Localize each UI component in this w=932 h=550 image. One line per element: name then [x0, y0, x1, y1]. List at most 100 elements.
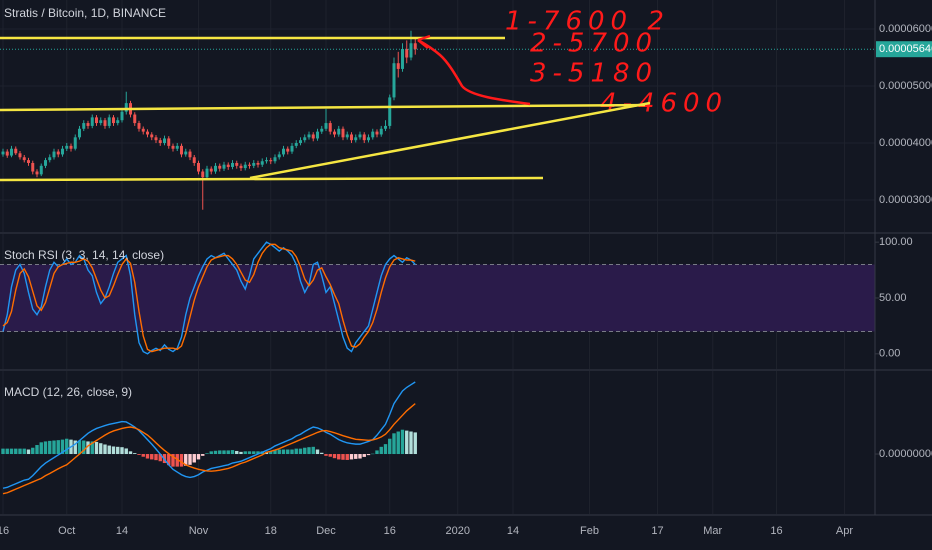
- candle-body: [354, 137, 358, 141]
- histogram-bar: [256, 451, 260, 455]
- candle-body: [158, 140, 162, 144]
- histogram-bar: [239, 451, 243, 455]
- mid-line: [0, 103, 646, 112]
- histogram-bar: [388, 438, 392, 455]
- histogram-bar: [337, 454, 341, 460]
- histogram-bar: [77, 440, 82, 455]
- candle-body: [120, 111, 124, 121]
- histogram-bar: [171, 454, 175, 467]
- indicator-line: [2, 243, 416, 353]
- candle-body: [243, 164, 247, 169]
- histogram-bar: [375, 450, 379, 455]
- candle-body: [188, 151, 192, 158]
- candle-body: [192, 157, 196, 163]
- x-tick-label: Nov: [189, 525, 209, 537]
- histogram-bar: [243, 451, 247, 455]
- candle-body: [226, 164, 230, 167]
- histogram-bar: [116, 446, 120, 455]
- candle-body: [179, 145, 183, 155]
- candle-body: [345, 134, 349, 138]
- histogram-bar: [354, 454, 358, 459]
- candle-body: [14, 148, 18, 154]
- candle-body: [150, 134, 154, 138]
- histogram-bar: [133, 453, 137, 455]
- candle-body: [205, 168, 209, 178]
- histogram-bar: [332, 454, 337, 459]
- histogram-bar: [235, 450, 239, 455]
- histogram-bar: [290, 449, 294, 455]
- candle-body: [273, 157, 277, 162]
- x-tick-label: 16: [770, 525, 782, 537]
- candle-body: [124, 103, 128, 112]
- histogram-bar: [184, 454, 188, 466]
- handwritten-note: 1-7600 2: [505, 7, 670, 37]
- candle-body: [196, 162, 200, 172]
- candle-body: [235, 162, 239, 166]
- candle-body: [103, 120, 107, 126]
- candle-body: [213, 165, 217, 172]
- y-tick-label: 50.00: [879, 292, 907, 304]
- candle-body: [171, 145, 175, 149]
- histogram-bar: [328, 454, 332, 457]
- candle-body: [366, 137, 370, 141]
- handwritten-note: 4-4600: [600, 89, 728, 119]
- histogram-bar: [128, 451, 133, 455]
- axis-layer: 16 Oct 14 Nov 18 Dec 16 2020 14 Feb 17 Mar 16 Apr 0.00…: [0, 0, 932, 537]
- histogram-bar: [264, 452, 269, 455]
- x-tick-label: 18: [265, 525, 277, 537]
- candle-body: [239, 165, 243, 169]
- histogram-bar: [1, 448, 5, 455]
- candle-body: [303, 137, 307, 141]
- handwritten-note: 2-5700: [530, 29, 658, 59]
- candle-body: [99, 120, 103, 124]
- candle-body: [39, 165, 43, 175]
- candle-body: [18, 153, 22, 158]
- histogram-bar: [22, 448, 26, 455]
- candle-body: [26, 160, 30, 163]
- candle-body: [383, 125, 387, 129]
- histogram-bar: [73, 440, 77, 455]
- histogram-bar: [341, 454, 345, 460]
- indicator-line: [2, 241, 416, 355]
- histogram-bar: [324, 454, 328, 456]
- last-price-box: [876, 41, 932, 58]
- candle-body: [65, 145, 69, 149]
- candle-body: [341, 128, 345, 138]
- candle-body: [73, 137, 77, 149]
- histogram-bar: [383, 444, 388, 455]
- candle-body: [175, 145, 179, 149]
- histogram-bar: [175, 454, 179, 467]
- histogram-bar: [167, 454, 171, 466]
- histogram-bar: [252, 451, 256, 455]
- x-tick-label: 2020: [446, 525, 470, 537]
- histogram-bar: [218, 450, 222, 455]
- histogram-bar: [366, 454, 371, 456]
- candle-body: [281, 148, 285, 155]
- candle-body: [324, 123, 328, 129]
- histogram-bar: [303, 447, 307, 455]
- candle-body: [201, 171, 205, 178]
- histogram-bar: [286, 449, 290, 455]
- candle-body: [362, 134, 366, 141]
- candle-body: [264, 160, 268, 162]
- histogram-bar: [103, 444, 107, 455]
- last-price-label: 0.00005646: [879, 43, 932, 55]
- histogram-bar: [179, 454, 184, 467]
- candle-body: [349, 134, 353, 141]
- candle-body: [5, 151, 9, 156]
- candle-body: [31, 162, 35, 172]
- histogram-bar: [277, 449, 281, 455]
- red-arrow: [417, 34, 531, 106]
- histogram-bar: [141, 454, 145, 457]
- histogram-bar: [201, 454, 205, 456]
- arrow-head: [417, 34, 431, 49]
- candle-body: [328, 123, 332, 132]
- histogram-bar: [111, 446, 116, 455]
- candle-body: [413, 43, 417, 50]
- candle-body: [294, 143, 298, 146]
- y-tick-label: 100.00: [879, 236, 913, 248]
- histogram-bar: [371, 453, 375, 455]
- candle-body: [256, 162, 260, 165]
- candle-body: [260, 161, 264, 165]
- histogram-bar: [409, 431, 413, 455]
